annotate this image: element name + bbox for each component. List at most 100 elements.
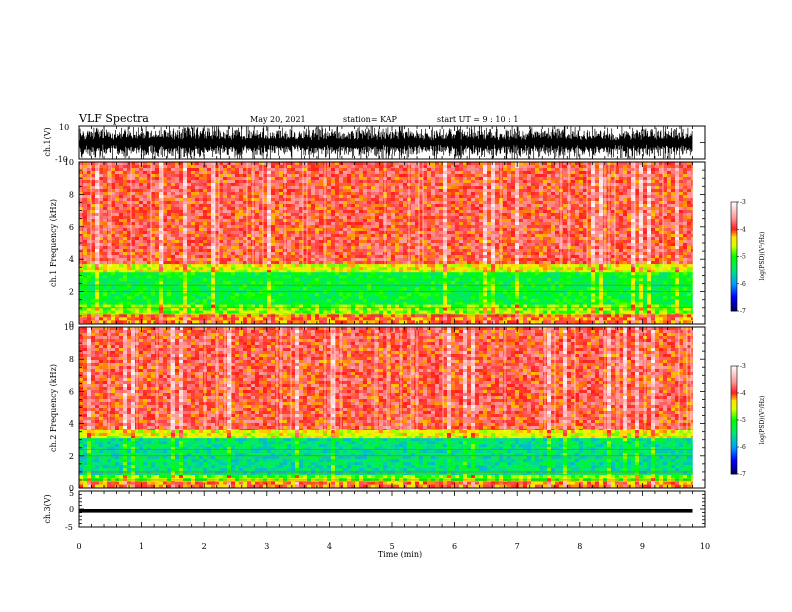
- spectrogram-cell: [87, 168, 92, 172]
- spectrogram-cell: [239, 264, 244, 268]
- spectrogram-cell: [115, 299, 120, 303]
- spectrogram-cell: [159, 284, 164, 288]
- spectrogram-cell: [319, 281, 324, 285]
- spectrogram-cell: [347, 258, 352, 262]
- spectrogram-cell: [415, 240, 420, 244]
- spectrogram-cell: [367, 284, 372, 288]
- spectrogram-cell: [303, 189, 308, 193]
- spectrogram-cell: [103, 281, 108, 285]
- spectrogram-cell: [395, 278, 400, 282]
- spectrogram-cell: [143, 304, 148, 308]
- spectrogram-cell: [119, 252, 124, 256]
- spectrogram-cell: [83, 216, 88, 220]
- spectrogram-cell: [303, 270, 308, 273]
- spectrogram-cell: [175, 210, 180, 214]
- spectrogram-cell: [111, 192, 116, 196]
- spectrogram-cell: [143, 228, 148, 232]
- spectrogram-cell: [203, 174, 208, 178]
- spectrogram-cell: [171, 310, 176, 314]
- spectrogram-cell: [275, 264, 280, 268]
- spectrogram-cell: [295, 165, 300, 169]
- spectrogram-cell: [163, 293, 168, 297]
- spectrogram-cell: [291, 213, 296, 217]
- spectrogram-cell: [195, 174, 200, 178]
- spectrogram-cell: [363, 210, 368, 214]
- spectrogram-cell: [91, 249, 96, 253]
- spectrogram-cell: [291, 270, 296, 273]
- spectrogram-cell: [399, 261, 404, 265]
- spectrogram-cell: [371, 278, 376, 282]
- spectrogram-cell: [291, 183, 296, 187]
- spectrogram-cell: [395, 281, 400, 285]
- spectrogram-cell: [275, 165, 280, 169]
- spectrogram-cell: [123, 192, 128, 196]
- spectrogram-cell: [211, 307, 216, 311]
- spectrogram-cell: [227, 267, 232, 271]
- spectrogram-cell: [303, 207, 308, 211]
- spectrogram-cell: [191, 317, 196, 321]
- spectrogram-cell: [103, 313, 108, 315]
- spectrogram-cell: [151, 204, 156, 208]
- spectrogram-cell: [315, 204, 320, 208]
- spectrogram-cell: [191, 278, 196, 282]
- spectrogram-cell: [327, 237, 332, 241]
- spectrogram-cell: [291, 267, 296, 271]
- spectrogram-cell: [227, 261, 232, 265]
- spectrogram-cell: [259, 302, 264, 305]
- spectrogram-cell: [135, 240, 140, 244]
- spectrogram-cell: [339, 213, 344, 217]
- spectrogram-cell: [183, 310, 188, 314]
- spectrogram-cell: [151, 275, 156, 279]
- spectrogram-cell: [219, 216, 224, 220]
- spectrogram-cell: [275, 210, 280, 214]
- spectrogram-cell: [191, 267, 196, 271]
- spectrogram-cell: [187, 243, 192, 247]
- spectrogram-cell: [215, 234, 220, 238]
- spectrogram-cell: [315, 177, 320, 181]
- spectrogram-cell: [267, 180, 272, 184]
- spectrogram-cell: [87, 222, 92, 226]
- spectrogram-cell: [395, 258, 400, 262]
- spectrogram-cell: [303, 210, 308, 214]
- spectrogram-cell: [271, 162, 276, 166]
- spectrogram-cell: [163, 237, 168, 241]
- spectrogram-cell: [367, 186, 372, 190]
- spectrogram-cell: [243, 243, 248, 247]
- spectrogram-cell: [223, 234, 228, 238]
- spectrogram-cell: [299, 195, 304, 199]
- spectrogram-cell: [231, 183, 236, 187]
- spectrogram-cell: [191, 228, 196, 232]
- spectrogram-cell: [251, 310, 256, 314]
- spectrogram-cell: [359, 189, 364, 193]
- spectrogram-cell: [211, 261, 216, 265]
- spectrogram-cell: [255, 234, 260, 238]
- spectrogram-cell: [343, 278, 348, 282]
- spectrogram-cell: [335, 313, 340, 315]
- spectrogram-cell: [143, 174, 148, 178]
- spectrogram-cell: [123, 255, 128, 259]
- spectrogram-cell: [91, 171, 96, 175]
- spectrogram-cell: [151, 207, 156, 211]
- spectrogram-cell: [91, 264, 96, 268]
- spectrogram-cell: [91, 186, 96, 190]
- spectrogram-cell: [359, 261, 364, 265]
- spectrogram-cell: [303, 313, 308, 315]
- spectrogram-cell: [131, 162, 136, 166]
- spectrogram-cell: [83, 225, 88, 229]
- spectrogram-cell: [263, 192, 268, 196]
- spectrogram-cell: [347, 287, 352, 291]
- spectrogram-cell: [95, 249, 100, 253]
- spectrogram-cell: [311, 264, 316, 268]
- spectrogram-cell: [255, 281, 260, 285]
- spectrogram-cell: [175, 216, 180, 220]
- spectrogram-cell: [263, 231, 268, 235]
- spectrogram-cell: [275, 267, 280, 271]
- spectrogram-cell: [379, 189, 384, 193]
- spectrogram-cell: [351, 189, 356, 193]
- spectrogram-cell: [327, 278, 332, 282]
- spectrogram-cell: [243, 195, 248, 199]
- spectrogram-cell: [239, 213, 244, 217]
- spectrogram-cell: [403, 237, 408, 241]
- spectrogram-cell: [351, 207, 356, 211]
- spectrogram-cell: [211, 304, 216, 308]
